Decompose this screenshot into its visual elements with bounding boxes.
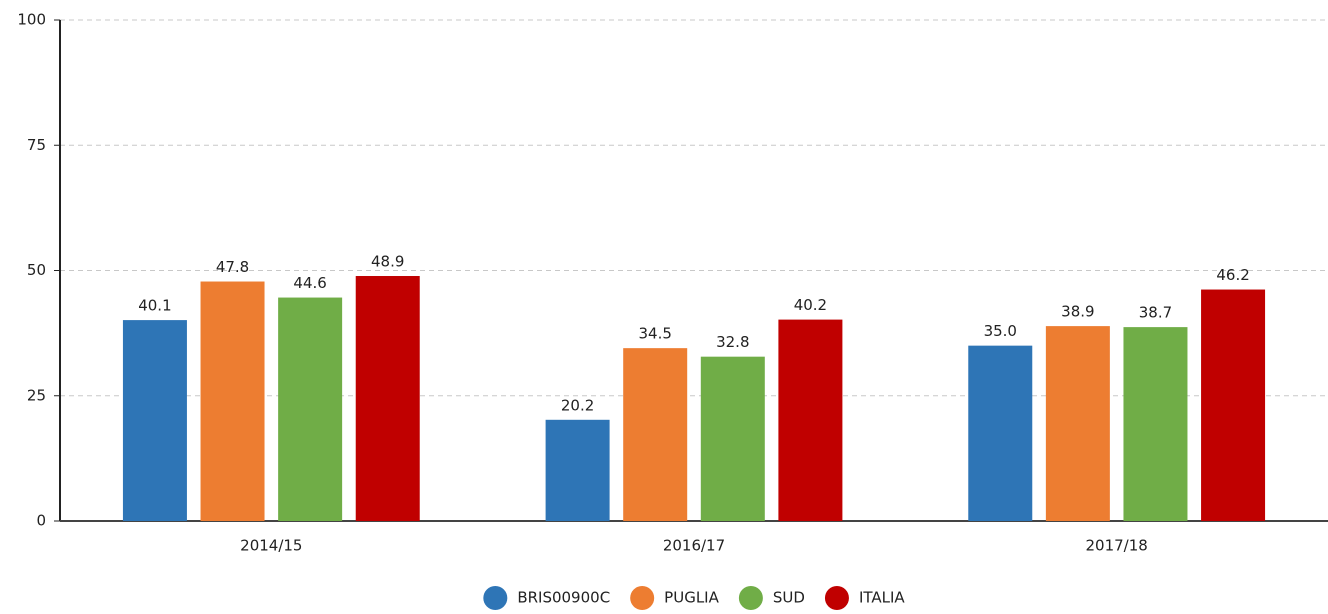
bar — [623, 348, 688, 521]
bar — [355, 276, 420, 521]
legend-label: SUD — [773, 589, 805, 607]
bar — [700, 356, 765, 521]
x-tick-label: 2017/18 — [1086, 537, 1148, 555]
bar — [778, 319, 843, 521]
legend-marker — [483, 586, 508, 610]
value-label: 40.2 — [794, 296, 827, 314]
y-tick-label: 75 — [27, 136, 46, 154]
bar — [1201, 289, 1266, 521]
y-tick-label: 100 — [17, 11, 46, 29]
y-tick-label: 25 — [27, 386, 46, 404]
value-label: 32.8 — [716, 333, 749, 351]
bar — [545, 419, 610, 521]
value-label: 38.9 — [1061, 303, 1094, 321]
bar — [122, 320, 187, 521]
bar — [1045, 326, 1110, 521]
legend-label: ITALIA — [859, 589, 905, 607]
value-label: 20.2 — [561, 396, 594, 414]
bar — [968, 345, 1033, 521]
y-tick-label: 50 — [27, 261, 46, 279]
value-label: 48.9 — [371, 253, 404, 271]
value-label: 47.8 — [216, 258, 249, 276]
legend-label: PUGLIA — [664, 589, 719, 607]
y-tick-label: 0 — [36, 512, 46, 530]
legend-marker — [738, 586, 763, 610]
bar — [278, 297, 343, 521]
legend-marker — [630, 586, 655, 610]
value-label: 34.5 — [638, 325, 671, 343]
bar — [200, 281, 265, 521]
legend-label: BRIS00900C — [517, 589, 610, 607]
x-tick-label: 2014/15 — [240, 537, 302, 555]
x-tick-label: 2016/17 — [663, 537, 725, 555]
legend-marker — [824, 586, 849, 610]
value-label: 35.0 — [984, 322, 1017, 340]
value-label: 46.2 — [1216, 266, 1249, 284]
value-label: 44.6 — [293, 274, 326, 292]
bar — [1123, 327, 1188, 521]
value-label: 38.7 — [1139, 304, 1172, 322]
value-label: 40.1 — [138, 297, 171, 315]
